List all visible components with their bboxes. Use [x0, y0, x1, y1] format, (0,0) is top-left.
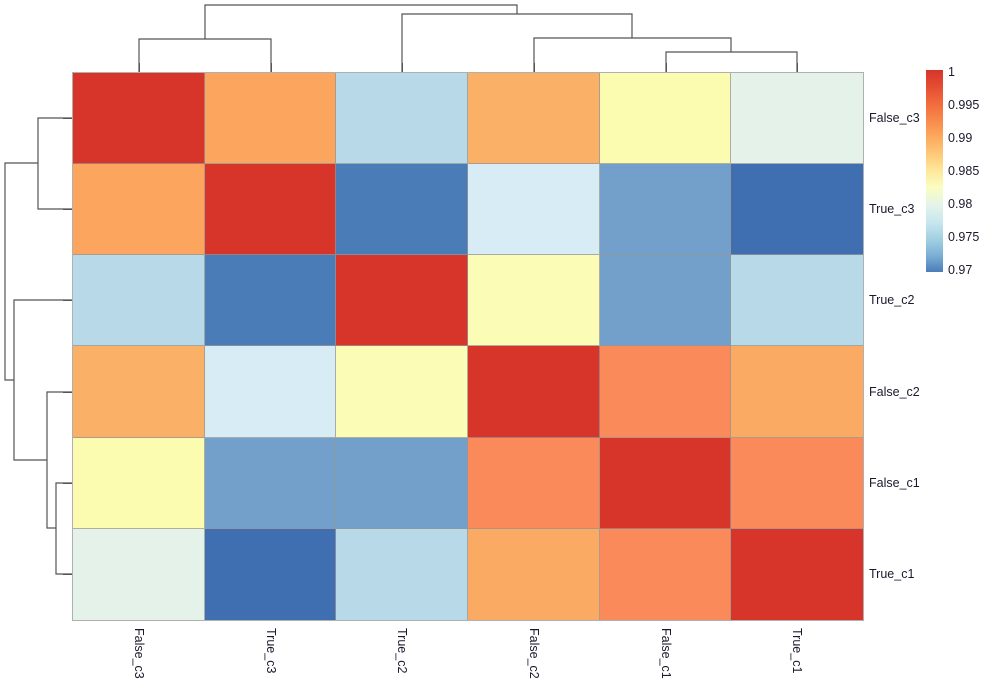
heatmap-cell — [73, 346, 205, 438]
heatmap-cell — [468, 528, 600, 620]
row-tick-2 — [63, 300, 73, 301]
row-tick-4 — [63, 483, 73, 484]
col-label-2: True_c2 — [395, 628, 409, 674]
heatmap-cell — [731, 255, 863, 347]
col-label-5: True_c1 — [790, 628, 804, 674]
row-tick-0 — [63, 118, 73, 119]
heatmap-cell — [731, 528, 863, 620]
colorbar-tick-5: 0.975 — [948, 230, 980, 244]
heatmap-cell — [204, 346, 337, 438]
colorbar-tick-2: 0.99 — [948, 131, 973, 145]
heatmap-cell — [336, 164, 468, 256]
heatmap-cell — [73, 164, 205, 256]
colorbar-tick-4: 0.98 — [948, 197, 973, 211]
row-label-3: False_c2 — [869, 385, 920, 399]
dendro-merge-rows-fc1-tc1 — [55, 482, 73, 575]
heatmap-cell — [731, 346, 863, 438]
heatmap-cell — [599, 73, 732, 165]
heatmap-cell — [73, 73, 205, 165]
row-tick-1 — [63, 209, 73, 210]
heatmap-cell — [468, 255, 600, 347]
dendro-merge-rows-fc3-tc3 — [37, 117, 73, 210]
row-dendrogram — [4, 117, 73, 575]
dendro-merge-rows-fc2-cluster — [46, 391, 73, 529]
heatmap-cell — [336, 437, 468, 529]
colorbar: 1 0.995 0.99 0.985 0.98 0.975 0.97 — [926, 65, 984, 285]
colorbar-tick-1: 0.995 — [948, 98, 980, 112]
heatmap-cell — [204, 528, 337, 620]
colorbar-gradient — [926, 70, 943, 272]
heatmap-cell — [731, 164, 863, 256]
row-label-2: True_c2 — [869, 293, 915, 307]
dendro-merge-fc3-tc3 — [138, 38, 272, 73]
colorbar-tick-0: 1 — [948, 65, 955, 79]
heatmap-cell — [73, 437, 205, 529]
dendro-root-left — [4, 162, 38, 381]
heatmap-cell — [468, 164, 600, 256]
heatmap-cell — [336, 346, 468, 438]
column-dendrogram — [138, 4, 798, 73]
heatmap-cell — [73, 255, 205, 347]
heatmap-cell — [468, 346, 600, 438]
col-label-3: False_c2 — [527, 628, 541, 679]
dendro-root-top — [204, 4, 518, 39]
row-tick-3 — [63, 392, 73, 393]
col-tick-0 — [139, 63, 140, 73]
colorbar-tick-6: 0.97 — [948, 263, 973, 277]
heatmap-cell — [336, 528, 468, 620]
row-label-4: False_c1 — [869, 476, 920, 490]
dendro-merge-fc1-tc1 — [665, 51, 798, 73]
heatmap-cell — [599, 164, 732, 256]
heatmap-cell — [468, 73, 600, 165]
heatmap-cell — [599, 528, 732, 620]
col-label-4: False_c1 — [659, 628, 673, 679]
dendro-merge-rows-tc2-cluster — [13, 299, 73, 461]
col-label-0: False_c3 — [132, 628, 146, 679]
col-tick-3 — [534, 63, 535, 73]
heatmap-cell — [204, 437, 337, 529]
col-tick-4 — [666, 63, 667, 73]
col-tick-5 — [797, 63, 798, 73]
heatmap-cell — [599, 255, 732, 347]
heatmap-cell — [468, 437, 600, 529]
heatmap-cell — [204, 73, 337, 165]
col-tick-1 — [271, 63, 272, 73]
heatmap-cell — [204, 255, 337, 347]
dendro-merge-fc2-cluster — [533, 37, 732, 73]
col-label-1: True_c3 — [264, 628, 278, 674]
row-tick-5 — [63, 574, 73, 575]
heatmap-cell — [336, 73, 468, 165]
heatmap-cell — [599, 437, 732, 529]
heatmap-cell — [73, 528, 205, 620]
row-label-1: True_c3 — [869, 202, 915, 216]
colorbar-tick-3: 0.985 — [948, 164, 980, 178]
heatmap-cell — [731, 73, 863, 165]
row-label-5: True_c1 — [869, 567, 915, 581]
dendro-merge-tc2-cluster — [401, 13, 633, 73]
heatmap-cell — [599, 346, 732, 438]
heatmap-grid — [72, 72, 864, 621]
heatmap-cell — [204, 164, 337, 256]
heatmap-cell — [731, 437, 863, 529]
col-tick-2 — [402, 63, 403, 73]
heatmap-cell — [336, 255, 468, 347]
row-label-0: False_c3 — [869, 111, 920, 125]
